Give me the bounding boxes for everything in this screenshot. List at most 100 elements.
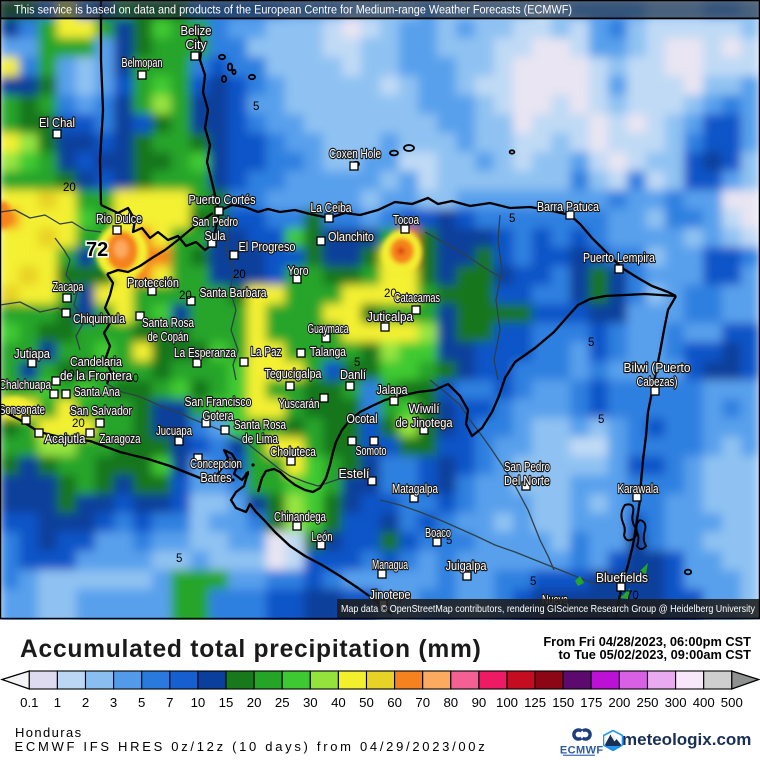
svg-text:Jutiapa: Jutiapa (14, 347, 50, 361)
svg-text:Chinandega: Chinandega (274, 510, 326, 524)
svg-text:Santa Barbara: Santa Barbara (200, 286, 267, 300)
svg-text:72: 72 (86, 239, 108, 261)
svg-text:Barra Patuca: Barra Patuca (537, 200, 599, 214)
svg-text:Managua: Managua (372, 558, 408, 572)
svg-text:Jucuapa: Jucuapa (156, 424, 192, 438)
svg-text:500: 500 (721, 695, 743, 710)
svg-text:60: 60 (387, 695, 402, 710)
svg-text:20: 20 (247, 695, 262, 710)
svg-text:Belize: Belize (181, 24, 212, 38)
svg-text:Danlí: Danlí (340, 368, 366, 382)
svg-text:20: 20 (384, 288, 397, 300)
svg-text:Juigalpa: Juigalpa (446, 559, 487, 573)
svg-text:5: 5 (588, 337, 594, 349)
svg-text:La Ceiba: La Ceiba (311, 201, 352, 215)
svg-text:de Copán: de Copán (148, 330, 189, 344)
svg-text:1: 1 (54, 695, 61, 710)
svg-text:250: 250 (636, 695, 658, 710)
svg-text:20: 20 (62, 369, 75, 381)
svg-text:5: 5 (354, 357, 360, 369)
svg-text:Acajutla: Acajutla (45, 432, 86, 446)
svg-text:20: 20 (63, 182, 76, 194)
svg-text:La Esperanza: La Esperanza (174, 346, 236, 360)
svg-text:Bilwi (Puerto: Bilwi (Puerto (624, 361, 691, 375)
svg-text:San Salvador: San Salvador (70, 404, 132, 418)
svg-text:Map data © OpenStreetMap contr: Map data © OpenStreetMap contributors, r… (341, 604, 756, 615)
svg-text:0.1: 0.1 (20, 695, 38, 710)
svg-text:300: 300 (665, 695, 687, 710)
svg-text:de la Frontera: de la Frontera (60, 369, 132, 383)
svg-text:20: 20 (126, 373, 139, 385)
svg-text:150: 150 (552, 695, 574, 710)
svg-text:15: 15 (219, 695, 234, 710)
svg-text:5: 5 (446, 535, 452, 547)
svg-text:Olanchito: Olanchito (328, 230, 374, 244)
svg-text:El Chal: El Chal (39, 116, 75, 130)
svg-text:San Pedro: San Pedro (504, 460, 550, 474)
svg-text:This service is based on data: This service is based on data and produc… (14, 3, 572, 17)
svg-text:Santa Ana: Santa Ana (74, 385, 120, 399)
svg-text:100: 100 (496, 695, 518, 710)
svg-text:Yoro: Yoro (288, 264, 309, 278)
svg-text:City: City (186, 38, 208, 52)
svg-text:7: 7 (166, 695, 173, 710)
svg-text:Cabezas): Cabezas) (637, 375, 678, 389)
svg-text:ECMWF: ECMWF (560, 745, 604, 757)
svg-text:Matagalpa: Matagalpa (392, 482, 438, 496)
svg-text:de Lima: de Lima (242, 432, 278, 446)
svg-text:Sonsonate: Sonsonate (0, 403, 45, 417)
svg-text:Del Norte: Del Norte (504, 474, 550, 488)
svg-text:Wiwilí: Wiwilí (409, 402, 440, 416)
svg-text:Puerto Lempira: Puerto Lempira (583, 251, 655, 265)
svg-text:Tegucigalpa: Tegucigalpa (265, 367, 322, 381)
svg-text:Karawala: Karawala (618, 482, 659, 496)
svg-text:Choluteca: Choluteca (270, 445, 316, 459)
svg-text:5: 5 (509, 213, 515, 225)
svg-text:León: León (312, 530, 333, 544)
svg-text:175: 175 (580, 695, 602, 710)
svg-text:Jalapa: Jalapa (377, 383, 408, 397)
svg-text:Guaymaca: Guaymaca (308, 322, 349, 336)
svg-text:70: 70 (415, 695, 430, 710)
svg-text:20: 20 (72, 418, 85, 430)
svg-text:2: 2 (82, 695, 89, 710)
svg-text:Zacapa: Zacapa (53, 280, 84, 294)
svg-text:40: 40 (331, 695, 346, 710)
svg-text:Gotera: Gotera (203, 409, 234, 423)
svg-text:10: 10 (191, 695, 206, 710)
svg-text:Puerto Cortés: Puerto Cortés (189, 193, 256, 207)
svg-text:Batres: Batres (201, 471, 232, 485)
svg-text:30: 30 (303, 695, 318, 710)
svg-text:Zaragoza: Zaragoza (100, 432, 141, 446)
svg-text:5: 5 (530, 576, 536, 588)
svg-text:Talanga: Talanga (310, 345, 346, 359)
svg-text:Estelí: Estelí (339, 467, 370, 481)
svg-text:Sula: Sula (205, 229, 226, 243)
svg-text:Bluefields: Bluefields (596, 571, 648, 585)
svg-text:Rio Dulce: Rio Dulce (96, 212, 142, 226)
svg-text:20: 20 (179, 290, 192, 302)
svg-text:25: 25 (275, 695, 290, 710)
svg-text:50: 50 (359, 695, 374, 710)
svg-text:Coxen Hole: Coxen Hole (329, 147, 381, 161)
svg-text:200: 200 (608, 695, 630, 710)
svg-text:Tocoa: Tocoa (393, 213, 419, 227)
svg-text:de Jinotega: de Jinotega (396, 416, 453, 430)
svg-text:5: 5 (598, 414, 604, 426)
svg-text:Concepcion: Concepcion (190, 457, 242, 471)
svg-text:Chiquimula: Chiquimula (73, 312, 125, 326)
svg-text:Yuscarán: Yuscarán (279, 397, 320, 411)
svg-text:125: 125 (524, 695, 546, 710)
svg-text:San Francisco: San Francisco (185, 395, 252, 409)
svg-text:20: 20 (233, 269, 246, 281)
svg-text:5: 5 (176, 553, 182, 565)
svg-text:Candelaria: Candelaria (70, 355, 122, 369)
svg-text:Boaco: Boaco (425, 526, 451, 540)
svg-text:5: 5 (138, 695, 145, 710)
svg-text:Santa Rosa: Santa Rosa (142, 316, 194, 330)
svg-text:La Paz: La Paz (251, 345, 282, 359)
svg-text:Ocotal: Ocotal (347, 412, 378, 426)
svg-text:El Progreso: El Progreso (239, 240, 296, 254)
svg-text:Juticalpa: Juticalpa (367, 310, 413, 324)
svg-text:90: 90 (472, 695, 487, 710)
